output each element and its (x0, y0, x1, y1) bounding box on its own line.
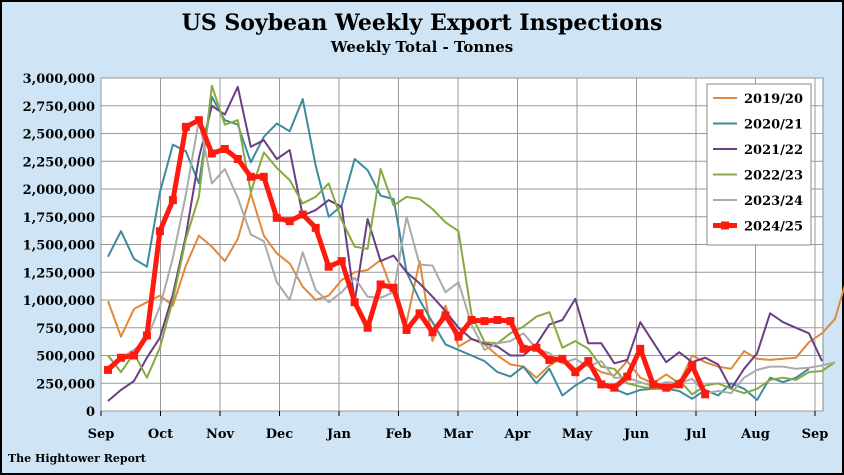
data-point-2024-25 (701, 390, 710, 399)
data-point-2024-25 (675, 380, 684, 389)
y-tick-label: 2,750,000 (23, 100, 95, 115)
y-tick-label: 2,250,000 (23, 155, 95, 170)
legend-label: 2020/21 (744, 118, 803, 133)
data-point-2024-25 (584, 357, 593, 366)
y-tick-label: 1,000,000 (23, 294, 95, 309)
x-tick-label: May (562, 427, 593, 442)
data-point-2024-25 (545, 355, 554, 364)
data-point-2024-25 (688, 361, 697, 370)
y-axis-ticks: 0 250,000 500,000 750,000 1,000,000 1,250,000… (23, 72, 95, 420)
legend-label: 2023/24 (744, 194, 803, 209)
data-point-2024-25 (194, 116, 203, 125)
data-point-2024-25 (350, 298, 359, 307)
data-point-2024-25 (389, 283, 398, 292)
legend-label: 2019/20 (744, 92, 803, 107)
data-point-2024-25 (649, 380, 658, 389)
data-point-2024-25 (324, 262, 333, 271)
x-tick-label: Dec (266, 427, 294, 442)
data-point-2024-25 (363, 323, 372, 332)
series-line-2023-24 (107, 119, 836, 395)
x-tick-label: Jul (685, 427, 707, 442)
data-point-2024-25 (233, 155, 242, 164)
data-point-2024-25 (259, 172, 268, 181)
y-tick-label: 1,750,000 (23, 211, 95, 226)
x-tick-label: Sep (802, 427, 829, 442)
data-point-2024-25 (402, 325, 411, 334)
legend: 2019/20 2020/21 2021/22 2022/23 2023/24 2024/… (706, 83, 812, 246)
legend-box (706, 83, 812, 246)
x-tick-label: Feb (386, 427, 412, 442)
data-point-2024-25 (272, 213, 281, 222)
legend-label: 2024/25 (744, 220, 803, 235)
data-point-2024-25 (129, 351, 138, 360)
data-point-2024-25 (558, 354, 567, 363)
series-line-2019-20 (107, 192, 844, 385)
series-line-2021-22 (107, 85, 823, 402)
data-point-2024-25 (207, 149, 216, 158)
legend-label: 2022/23 (744, 169, 803, 184)
data-point-2024-25 (181, 122, 190, 131)
x-tick-label: Jan (326, 427, 352, 442)
data-point-2024-25 (298, 210, 307, 219)
y-tick-label: 1,500,000 (23, 239, 95, 254)
x-tick-label: Aug (740, 427, 770, 442)
data-point-2024-25 (311, 223, 320, 232)
data-point-2024-25 (506, 317, 515, 326)
chart-title: US Soybean Weekly Export Inspections (181, 10, 663, 36)
data-point-2024-25 (597, 380, 606, 389)
data-point-2024-25 (519, 344, 528, 353)
x-tick-label: Mar (443, 427, 473, 442)
data-point-2024-25 (493, 315, 502, 324)
legend-label: 2021/22 (744, 143, 803, 158)
y-tick-label: 3,000,000 (23, 72, 95, 87)
data-point-2024-25 (104, 365, 112, 374)
data-point-2024-25 (623, 372, 632, 381)
data-point-2024-25 (467, 315, 476, 324)
series-line-2020-21 (107, 95, 810, 401)
data-point-2024-25 (168, 196, 177, 205)
data-point-2024-25 (532, 343, 541, 352)
x-tick-label: Jun (623, 427, 650, 442)
x-tick-label: Oct (148, 427, 173, 442)
data-point-2024-25 (454, 332, 463, 341)
credit-text: The Hightower Report (8, 452, 146, 465)
data-point-2024-25 (246, 172, 255, 181)
legend-marker (721, 221, 729, 230)
data-point-2024-25 (571, 368, 580, 377)
data-point-2024-25 (285, 217, 294, 226)
data-point-2024-25 (155, 227, 164, 236)
y-tick-label: 750,000 (36, 322, 95, 337)
data-point-2024-25 (220, 145, 229, 154)
data-point-2024-25 (337, 257, 346, 266)
y-tick-label: 0 (86, 405, 95, 420)
y-tick-label: 2,500,000 (23, 128, 95, 143)
data-point-2024-25 (142, 331, 151, 340)
y-tick-label: 250,000 (36, 377, 95, 392)
data-point-2024-25 (415, 309, 424, 318)
y-tick-label: 2,000,000 (23, 183, 95, 198)
data-point-2024-25 (376, 280, 385, 289)
data-point-2024-25 (636, 344, 645, 353)
y-tick-label: 500,000 (36, 350, 95, 365)
chart-subtitle: Weekly Total - Tonnes (330, 38, 514, 56)
y-tick-label: 1,250,000 (23, 266, 95, 281)
data-point-2024-25 (662, 383, 671, 392)
data-point-2024-25 (428, 328, 437, 337)
series-lines (104, 84, 844, 402)
data-point-2024-25 (610, 383, 619, 392)
x-tick-label: Sep (88, 427, 115, 442)
x-tick-label: Apr (503, 427, 530, 442)
data-point-2024-25 (441, 311, 450, 320)
x-tick-label: Nov (206, 427, 235, 442)
data-point-2024-25 (480, 317, 489, 326)
x-axis-ticks: Sep Oct Nov Dec Jan Feb Mar Apr May Jun Jul Aug Sep (88, 411, 829, 442)
series-line-2022-23 (107, 84, 836, 396)
data-point-2024-25 (116, 353, 125, 362)
